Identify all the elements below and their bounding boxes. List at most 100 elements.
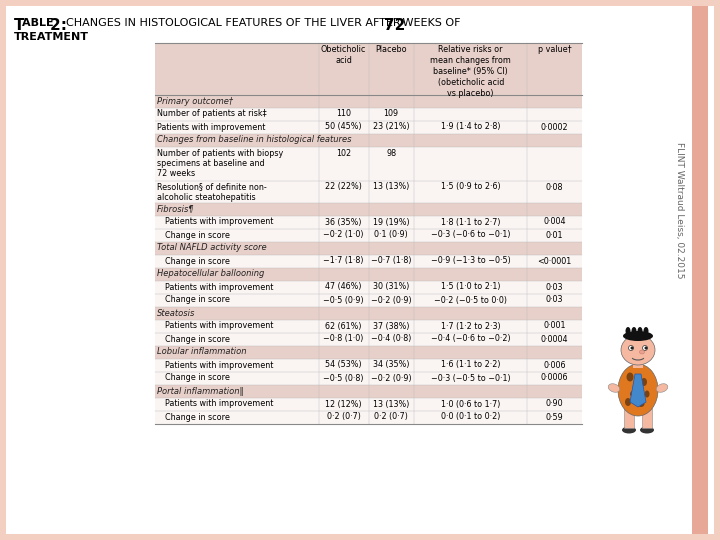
Text: 0·001: 0·001 — [544, 321, 566, 330]
Text: −0·4 (0·8): −0·4 (0·8) — [371, 334, 411, 343]
Text: 19 (19%): 19 (19%) — [373, 218, 410, 226]
Text: −0·2 (−0·5 to 0·0): −0·2 (−0·5 to 0·0) — [434, 295, 507, 305]
Text: 0·01: 0·01 — [546, 231, 564, 240]
Ellipse shape — [637, 327, 642, 335]
Text: 0·004: 0·004 — [544, 218, 566, 226]
Text: 0·90: 0·90 — [546, 400, 564, 408]
Text: Relative risks or
mean changes from
baseline* (95% CI)
(obeticholic acid
vs plac: Relative risks or mean changes from base… — [431, 45, 511, 98]
Text: 62 (61%): 62 (61%) — [325, 321, 361, 330]
Bar — [155, 134, 582, 147]
Bar — [155, 181, 582, 203]
Text: 0·03: 0·03 — [546, 295, 564, 305]
Text: 1·6 (1·1 to 2·2): 1·6 (1·1 to 2·2) — [441, 361, 500, 369]
Text: Change in score: Change in score — [165, 413, 230, 422]
Text: 0·0006: 0·0006 — [541, 374, 569, 382]
Text: Hepatocellular ballooning: Hepatocellular ballooning — [157, 269, 264, 279]
Text: 23 (21%): 23 (21%) — [373, 123, 410, 132]
Text: 1·5 (0·9 to 2·6): 1·5 (0·9 to 2·6) — [441, 183, 500, 192]
Text: −0·2 (0·9): −0·2 (0·9) — [371, 374, 412, 382]
Text: 1·8 (1·1 to 2·7): 1·8 (1·1 to 2·7) — [441, 218, 500, 226]
Text: −0·5 (0·8): −0·5 (0·8) — [323, 374, 364, 382]
Text: 13 (13%): 13 (13%) — [373, 400, 410, 408]
Bar — [155, 147, 582, 181]
Bar — [642, 408, 652, 428]
Text: 72: 72 — [384, 18, 405, 33]
Text: Resolution§ of definite non-
alcoholic steatohepatitis: Resolution§ of definite non- alcoholic s… — [157, 183, 266, 202]
Text: Steatosis: Steatosis — [157, 308, 195, 318]
Ellipse shape — [626, 373, 634, 381]
Text: 0·0004: 0·0004 — [541, 334, 569, 343]
Circle shape — [644, 347, 647, 349]
Text: 0·0002: 0·0002 — [541, 123, 569, 132]
Text: Patients with improvement: Patients with improvement — [165, 400, 274, 408]
Text: Portal inflammation‖: Portal inflammation‖ — [157, 387, 244, 395]
Ellipse shape — [637, 401, 644, 407]
Text: Number of patients at risk‡: Number of patients at risk‡ — [157, 110, 266, 118]
Text: Patients with improvement: Patients with improvement — [165, 361, 274, 369]
Text: 0·08: 0·08 — [546, 183, 564, 192]
Text: 102: 102 — [336, 148, 351, 158]
Text: 110: 110 — [336, 110, 351, 118]
Bar — [155, 203, 582, 216]
Bar — [624, 408, 634, 428]
Text: −0·2 (1·0): −0·2 (1·0) — [323, 231, 364, 240]
Text: −0·4 (−0·6 to −0·2): −0·4 (−0·6 to −0·2) — [431, 334, 510, 343]
Text: 1·9 (1·4 to 2·8): 1·9 (1·4 to 2·8) — [441, 123, 500, 132]
Ellipse shape — [618, 364, 658, 416]
Ellipse shape — [656, 384, 668, 392]
Ellipse shape — [621, 335, 655, 365]
Bar — [155, 411, 582, 424]
Ellipse shape — [629, 346, 634, 350]
Text: 13 (13%): 13 (13%) — [373, 183, 410, 192]
Text: Placebo: Placebo — [375, 45, 407, 54]
Text: 30 (31%): 30 (31%) — [373, 282, 410, 292]
Text: ABLE: ABLE — [22, 18, 58, 28]
Text: 0·2 (0·7): 0·2 (0·7) — [327, 413, 361, 422]
Text: FLINT Waltraud Leiss, 02.2015: FLINT Waltraud Leiss, 02.2015 — [675, 141, 685, 278]
Text: Primary outcome†: Primary outcome† — [157, 97, 233, 105]
Text: Change in score: Change in score — [165, 256, 230, 266]
Circle shape — [631, 347, 634, 349]
Text: −0·7 (1·8): −0·7 (1·8) — [371, 256, 411, 266]
Bar — [155, 242, 582, 255]
Text: T: T — [14, 18, 24, 33]
Ellipse shape — [642, 346, 647, 350]
Ellipse shape — [630, 390, 638, 397]
Text: 1·5 (1·0 to 2·1): 1·5 (1·0 to 2·1) — [441, 282, 500, 292]
Text: −0·3 (−0·6 to −0·1): −0·3 (−0·6 to −0·1) — [431, 231, 510, 240]
Text: 1·0 (0·6 to 1·7): 1·0 (0·6 to 1·7) — [441, 400, 500, 408]
Bar — [155, 398, 582, 411]
Text: 98: 98 — [386, 148, 396, 158]
Text: 1·7 (1·2 to 2·3): 1·7 (1·2 to 2·3) — [441, 321, 500, 330]
Text: 2:: 2: — [50, 18, 72, 33]
Text: −1·7 (1·8): −1·7 (1·8) — [323, 256, 364, 266]
Text: −0·9 (−1·3 to −0·5): −0·9 (−1·3 to −0·5) — [431, 256, 510, 266]
Bar — [155, 95, 582, 108]
Text: Patients with improvement: Patients with improvement — [165, 282, 274, 292]
Ellipse shape — [623, 331, 653, 341]
Bar — [155, 216, 582, 229]
Bar — [155, 385, 582, 398]
Text: Change in score: Change in score — [165, 231, 230, 240]
Bar — [692, 6, 708, 534]
Text: 36 (35%): 36 (35%) — [325, 218, 361, 226]
Text: 109: 109 — [384, 110, 399, 118]
Text: Change in score: Change in score — [165, 295, 230, 305]
Ellipse shape — [644, 327, 649, 335]
Text: CHANGES IN HISTOLOGICAL FEATURES OF THE LIVER AFTER: CHANGES IN HISTOLOGICAL FEATURES OF THE … — [66, 18, 404, 28]
Text: p value†: p value† — [538, 45, 572, 54]
Text: 37 (38%): 37 (38%) — [373, 321, 410, 330]
Bar — [155, 372, 582, 385]
Bar — [155, 359, 582, 372]
Text: 0·03: 0·03 — [546, 282, 564, 292]
Text: −0·8 (1·0): −0·8 (1·0) — [323, 334, 364, 343]
Ellipse shape — [639, 350, 644, 354]
Ellipse shape — [641, 378, 647, 386]
Bar — [633, 360, 643, 368]
Text: −0·5 (0·9): −0·5 (0·9) — [323, 295, 364, 305]
Text: 0·0 (0·1 to 0·2): 0·0 (0·1 to 0·2) — [441, 413, 500, 422]
Text: 54 (53%): 54 (53%) — [325, 361, 362, 369]
Bar — [155, 333, 582, 346]
Text: 50 (45%): 50 (45%) — [325, 123, 362, 132]
Bar — [155, 229, 582, 242]
